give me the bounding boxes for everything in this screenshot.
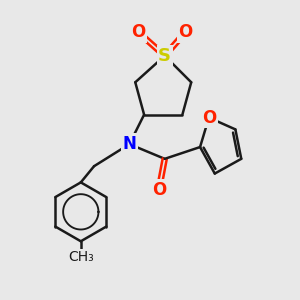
Text: O: O — [202, 109, 216, 127]
Text: O: O — [131, 23, 145, 41]
Text: N: N — [122, 135, 136, 153]
Text: O: O — [152, 181, 166, 199]
Text: S: S — [158, 47, 171, 65]
Text: CH₃: CH₃ — [68, 250, 94, 265]
Text: O: O — [178, 23, 193, 41]
